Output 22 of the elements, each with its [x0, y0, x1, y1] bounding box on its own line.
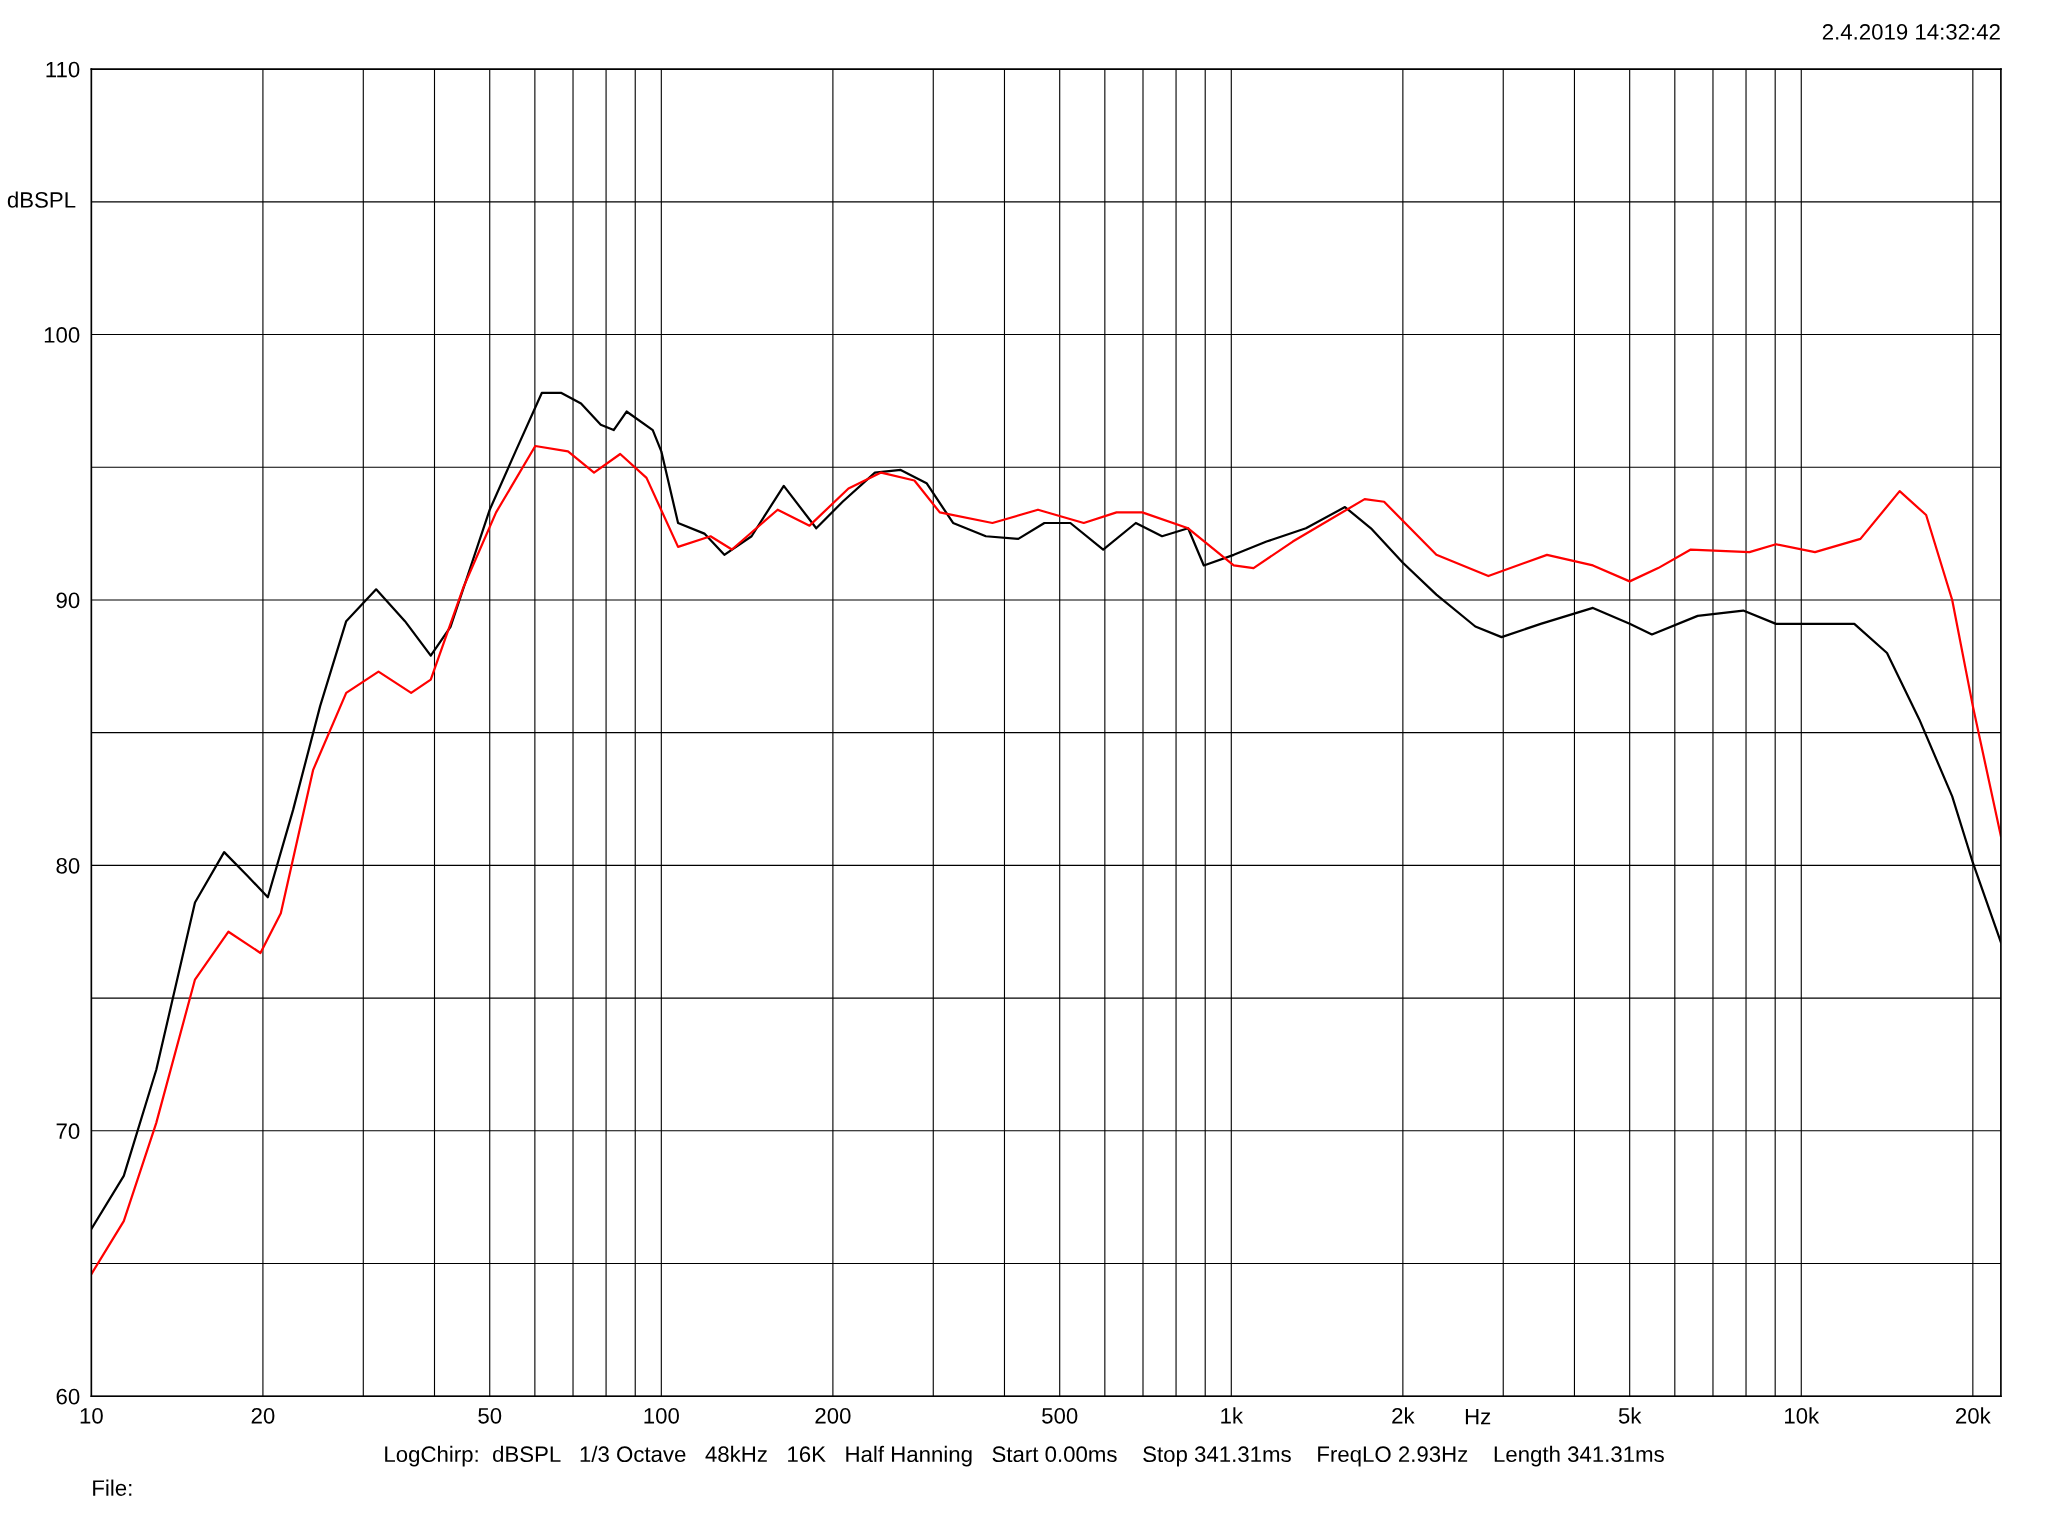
- text: File:: [93, 1479, 132, 1496]
- x-tick-label: 100: [644, 1407, 679, 1424]
- y-tick-label: 110: [46, 61, 80, 78]
- x-tick-label: 500: [1042, 1407, 1078, 1424]
- y-tick-label: 80: [56, 857, 80, 874]
- y-tick-label: 90: [56, 592, 80, 609]
- x-tick-label: 1k: [1221, 1407, 1244, 1424]
- y-tick-label: 60: [56, 1388, 80, 1405]
- text: 2.4.2019 14:32:42: [1822, 24, 2000, 40]
- y-tick-label: 100: [44, 327, 80, 343]
- y-axis-title: dBSPL: [7, 191, 76, 208]
- text: LogChirp: dBSPL 1/3 Octave 48kHz 16K Half Hanning Start 0.00ms Stop 341.31ms FreqLO 2.93Hz Length 341.31ms: [385, 1445, 1664, 1467]
- x-axis-title: Hz: [1465, 1408, 1491, 1425]
- x-tick-label: 20: [251, 1407, 275, 1424]
- x-tick-label: 10: [80, 1407, 103, 1424]
- x-tick-label: 2k: [1392, 1407, 1415, 1424]
- x-tick-label: 10k: [1785, 1407, 1820, 1424]
- x-tick-label: 20k: [1956, 1407, 1991, 1424]
- y-tick-label: 70: [56, 1123, 80, 1140]
- x-tick-label: 5k: [1618, 1407, 1642, 1424]
- x-tick-label: 50: [478, 1407, 502, 1424]
- x-tick-label: 200: [815, 1407, 851, 1424]
